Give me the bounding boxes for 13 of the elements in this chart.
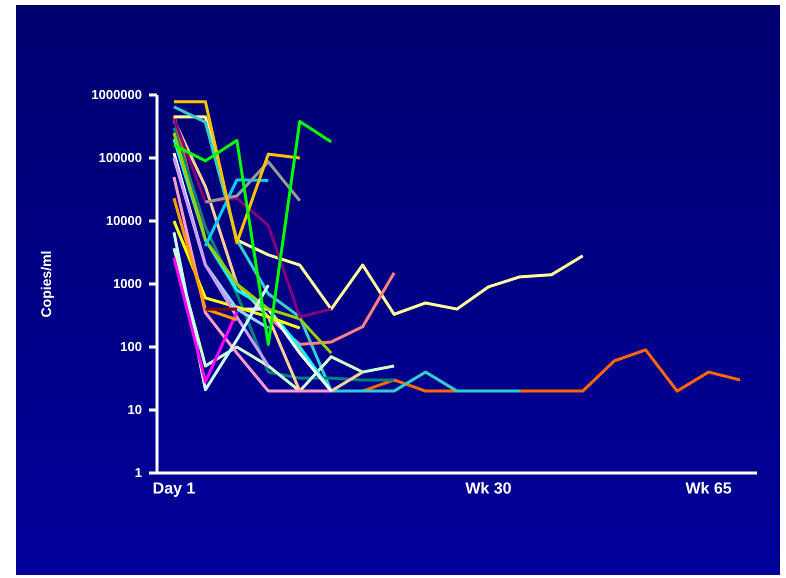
x-tick-label: Wk 65 [685, 480, 732, 498]
y-tick-label: 1 [134, 465, 142, 480]
line-series [172, 100, 302, 244]
y-tick-label: 10000 [106, 213, 142, 228]
line-series [172, 156, 270, 368]
y-axis-title: Copies/ml [38, 250, 54, 318]
x-tick-label: Wk 30 [465, 480, 512, 498]
y-tick-label: 1000 [113, 276, 142, 292]
y-tick-label: 1000000 [91, 87, 142, 102]
x-tick-label: Day 1 [152, 480, 196, 498]
y-tick-label: 10 [128, 402, 142, 418]
y-tick-label: 100000 [98, 150, 142, 166]
y-tick-label: 100 [120, 339, 142, 354]
